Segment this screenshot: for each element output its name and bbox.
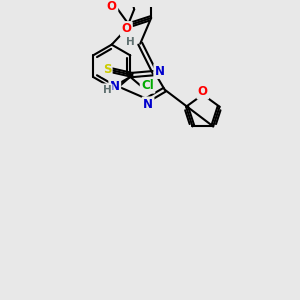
Text: O: O (121, 22, 131, 35)
Text: N: N (143, 98, 153, 111)
Text: H: H (103, 85, 111, 95)
Text: O: O (198, 85, 208, 98)
Text: N: N (155, 64, 165, 78)
Text: N: N (110, 80, 120, 93)
Text: S: S (103, 63, 111, 76)
Text: O: O (107, 0, 117, 13)
Text: H: H (126, 37, 135, 47)
Text: Cl: Cl (141, 79, 154, 92)
